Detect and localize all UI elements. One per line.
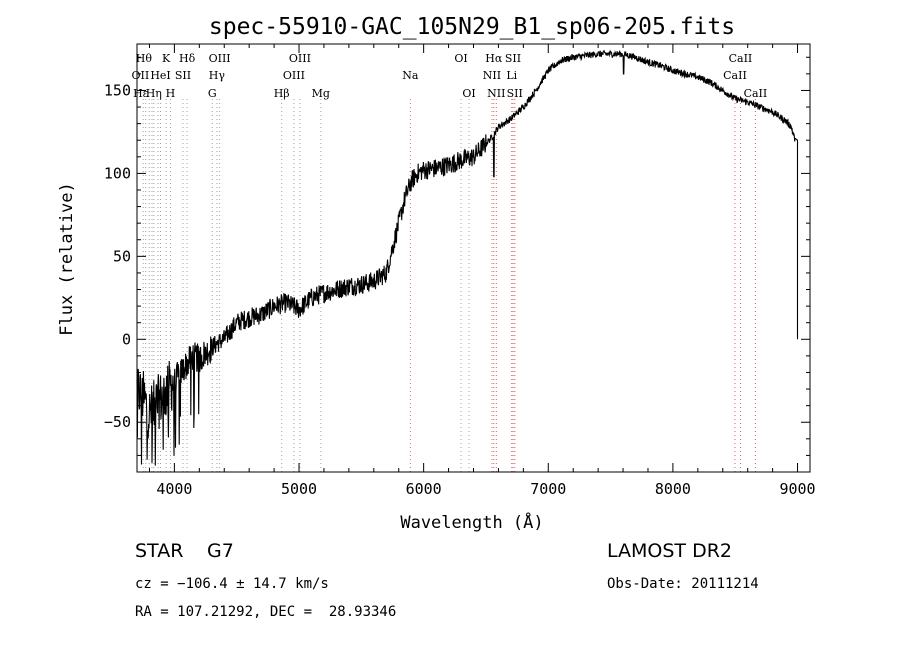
line-label-12: Hγ	[209, 69, 226, 82]
object-subclass: G7	[207, 540, 234, 562]
redshift-text: cz = −106.4 ± 14.7 km/s	[135, 576, 329, 592]
radec-text: RA = 107.21292, DEC = 28.93346	[135, 604, 397, 620]
x-tick-label-2: 6000	[406, 480, 442, 498]
x-tick-label-5: 9000	[779, 480, 815, 498]
line-label-4: OIII	[289, 52, 311, 65]
line-label-10: HeI	[150, 69, 170, 82]
line-label-11: SII	[175, 69, 191, 82]
x-axis-label: Wavelength (Å)	[400, 511, 543, 533]
line-label-3: OIII	[209, 52, 231, 65]
line-label-17: CaII	[723, 69, 747, 82]
y-tick-label-1: 0	[122, 330, 131, 348]
x-tick-label-1: 5000	[281, 480, 317, 498]
line-label-16: Li	[506, 69, 517, 82]
line-label-0: Hθ	[136, 52, 153, 65]
line-label-9: OII	[132, 69, 150, 82]
x-tick-label-4: 8000	[655, 480, 691, 498]
obs-date-text: Obs-Date: 20111214	[607, 576, 759, 592]
axis-ticks: 4000 5000 6000 7000 8000 9000 −50 0 50 100 150	[104, 44, 816, 498]
line-label-19: Hη	[146, 87, 162, 100]
x-tick-label-3: 7000	[530, 480, 566, 498]
line-label-8: CaII	[729, 52, 753, 65]
x-tick-label-0: 4000	[156, 480, 192, 498]
y-tick-label-0: −50	[104, 413, 131, 431]
y-tick-label-4: 150	[104, 81, 131, 99]
line-label-20: H	[166, 87, 176, 100]
spectrum-series	[136, 49, 799, 466]
y-tick-label-2: 50	[113, 247, 131, 265]
y-axis-label: Flux (relative)	[57, 182, 77, 336]
line-label-7: SII	[505, 52, 521, 65]
y-tick-label-3: 100	[104, 164, 131, 182]
line-label-22: Hβ	[274, 87, 290, 100]
object-class: STAR	[135, 540, 184, 562]
survey-name: LAMOST DR2	[607, 540, 732, 562]
line-label-13: OIII	[283, 69, 305, 82]
spectral-line-markers	[142, 99, 756, 472]
line-label-25: NII	[487, 87, 505, 100]
line-label-21: G	[208, 87, 217, 100]
line-label-23: Mg	[312, 87, 330, 100]
line-label-26: SII	[507, 87, 523, 100]
line-label-27: CaII	[744, 87, 768, 100]
line-label-14: Na	[402, 69, 419, 82]
line-label-6: Hα	[485, 52, 503, 65]
line-label-5: OI	[454, 52, 467, 65]
line-label-2: Hδ	[179, 52, 196, 65]
plot-frame	[136, 43, 811, 473]
line-label-1: K	[162, 52, 171, 65]
line-label-24: OI	[462, 87, 475, 100]
chart-title: spec-55910-GAC_105N29_B1_sp06-205.fits	[209, 14, 735, 40]
line-label-15: NII	[483, 69, 501, 82]
